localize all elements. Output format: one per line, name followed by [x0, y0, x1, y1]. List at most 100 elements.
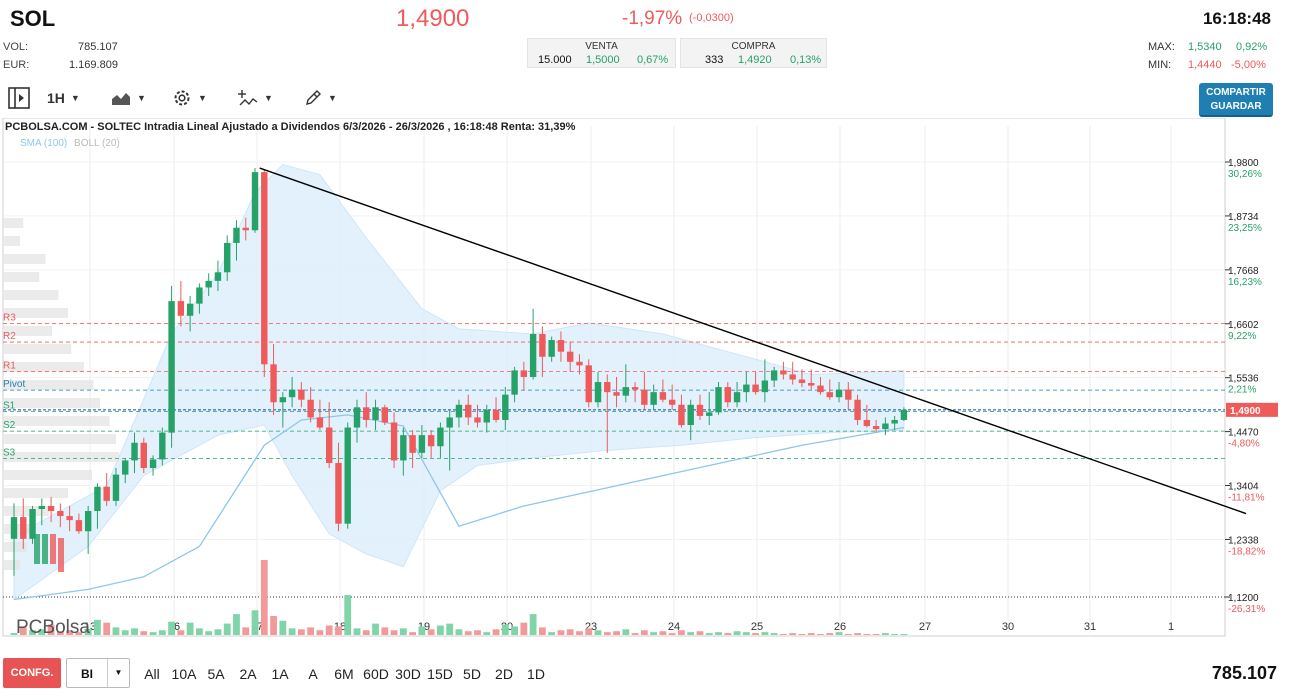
interval-select[interactable]: 1H ▼ [47, 87, 80, 109]
price-axis-label: 1,4470 [1228, 428, 1259, 439]
range-button-10a[interactable]: 10A [171, 666, 197, 682]
volume-bar [381, 627, 389, 635]
range-button-30d[interactable]: 30D [395, 666, 421, 682]
range-button-6m[interactable]: 6M [334, 666, 354, 682]
volume-profile-bar [4, 452, 120, 462]
volume-bar [826, 633, 834, 635]
sma-legend[interactable]: SMA (100) [20, 138, 68, 149]
buy-label: COMPRA [731, 41, 776, 52]
panel-toggle-button[interactable] [7, 87, 31, 109]
volume-bar [94, 619, 101, 635]
price-axis-label: 1,3404 [1228, 482, 1259, 493]
drawing-tools-select[interactable]: ▼ [304, 87, 337, 109]
volume-bar [594, 630, 602, 635]
volume-bar [427, 629, 435, 635]
candle-body [780, 370, 787, 375]
price-axis-label: 1,6602 [1228, 320, 1259, 331]
data-mode-select[interactable]: BI ▼ [66, 658, 130, 688]
volume-bar [223, 623, 231, 635]
candle-body [548, 340, 555, 357]
candle-body [826, 392, 833, 398]
volume-bar [464, 631, 472, 635]
volume-bar [131, 628, 138, 635]
buy-box: COMPRA 333 1,4920 0,13% [680, 38, 827, 68]
volume-bar [529, 614, 537, 635]
candle-body [789, 374, 796, 380]
candle-body [770, 370, 778, 381]
range-button-1d[interactable]: 1D [527, 666, 545, 682]
price-axis-percent: 2,21% [1228, 385, 1256, 396]
candle-body [186, 303, 194, 316]
volume-profile-bar [4, 326, 52, 336]
indicators-icon [238, 90, 258, 106]
volume-bar [47, 624, 55, 635]
max-label: MAX: [1148, 41, 1175, 53]
sell-price: 1,5000 [586, 54, 620, 66]
boll-legend[interactable]: BOLL (20) [74, 138, 120, 149]
volume-bar [752, 633, 759, 635]
candle-body [668, 399, 676, 405]
x-axis-label: 27 [919, 621, 931, 633]
volume-bar [585, 628, 593, 635]
range-button-5a[interactable]: 5A [207, 666, 225, 682]
volume-bar [297, 629, 305, 635]
volume-bar [501, 624, 509, 635]
range-button-2a[interactable]: 2A [239, 666, 257, 682]
range-button-15d[interactable]: 15D [427, 666, 453, 682]
volume-bar [344, 595, 352, 635]
volume-bar [233, 614, 240, 635]
candle-body [270, 364, 277, 403]
candle-body [29, 508, 36, 539]
range-button-1a[interactable]: 1A [271, 666, 289, 682]
euro-value: 1.169.809 [69, 59, 118, 71]
range-button-all[interactable]: All [144, 666, 160, 682]
candle-body [168, 301, 175, 433]
volume-profile-bar [4, 488, 68, 498]
pivot-label-s3: S3 [3, 447, 16, 458]
volume-bar [149, 632, 157, 635]
share-save-button[interactable]: COMPARTIR GUARDAR [1199, 83, 1273, 117]
volume-bar [511, 626, 518, 635]
volume-bar [418, 626, 426, 635]
volume-bar [270, 616, 277, 635]
indicators-select[interactable]: ▼ [238, 87, 273, 109]
price-chart[interactable]: 1316171819202324252627303111,980030,26%1… [0, 118, 1289, 638]
chart-type-select[interactable]: ▼ [111, 87, 146, 109]
change-percent: -1,97% [622, 8, 683, 29]
min-label: MIN: [1148, 59, 1172, 71]
volume-bar [844, 634, 852, 635]
volume-bar [112, 627, 120, 635]
volume-profile-bar [4, 434, 116, 444]
volume-bar [483, 632, 491, 635]
volume-bar [140, 631, 148, 635]
candle-body [316, 417, 324, 428]
candle-body [455, 404, 463, 418]
price-axis-label: 1,5536 [1228, 374, 1259, 385]
candle-body [390, 422, 398, 461]
volume-bar [761, 632, 769, 635]
volume-bar [186, 622, 194, 635]
volume-bar [835, 632, 843, 635]
price-axis-percent: -26,31% [1228, 604, 1265, 615]
volume-bar [650, 632, 658, 635]
chevron-down-icon: ▼ [198, 93, 207, 103]
candle-body [409, 435, 416, 453]
volume-profile-bar [4, 344, 72, 354]
volume-bar [705, 633, 713, 635]
range-button-60d[interactable]: 60D [363, 666, 389, 682]
range-button-2d[interactable]: 2D [495, 666, 513, 682]
volume-bar [66, 630, 74, 635]
candle-body [446, 417, 453, 428]
settings-select[interactable]: ▼ [172, 87, 207, 109]
range-button-5d[interactable]: 5D [463, 666, 481, 682]
trendline[interactable] [259, 167, 1247, 515]
candle-body [122, 460, 129, 475]
volume-bar [770, 633, 778, 635]
volume-bar [437, 625, 444, 635]
candle-body [631, 387, 639, 390]
candle-body [520, 370, 528, 377]
range-button-a[interactable]: A [308, 666, 318, 682]
candle-body [149, 459, 157, 469]
volume-bar [362, 630, 370, 635]
config-button[interactable]: CONFG. [3, 658, 61, 688]
